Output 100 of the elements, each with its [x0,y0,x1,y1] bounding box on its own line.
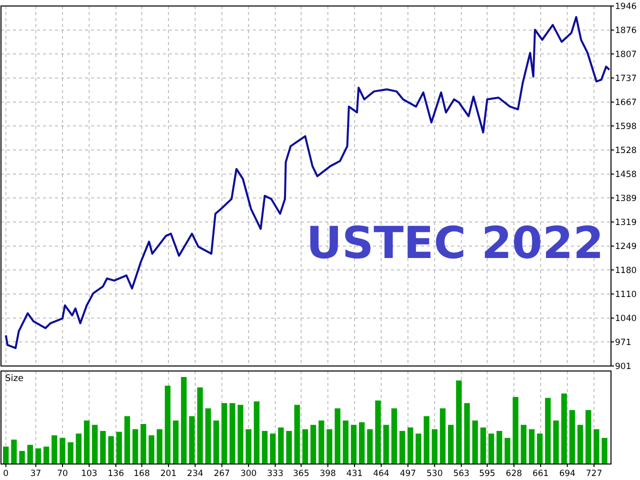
bar [569,410,575,464]
x-tick-label: 727 [586,469,602,479]
bar [238,404,244,464]
bar [456,380,462,464]
y-tick-label: 1598 [615,122,637,132]
bar [270,434,276,464]
bar [416,434,422,464]
bar [496,430,502,464]
bar [286,430,292,464]
x-tick-label: 694 [559,469,576,479]
bar [164,386,170,464]
bar [246,429,252,464]
bar [408,427,414,464]
bar [488,434,494,464]
bar [528,429,535,464]
bar [27,444,33,464]
x-tick-label: 168 [134,469,150,479]
bar [19,450,25,464]
bar [545,398,551,464]
bar [480,427,486,464]
bar [586,410,592,464]
bar [602,438,608,464]
y-tick-label: 1807 [615,50,637,60]
x-tick-label: 70 [57,469,68,479]
x-tick-label: 267 [214,469,230,479]
x-tick-label: 300 [240,469,257,479]
bar [172,420,179,464]
x-tick-label: 464 [373,469,390,479]
bar [577,424,584,464]
bar [205,408,211,464]
bar [76,434,82,464]
x-tick-label: 37 [30,469,42,479]
bar [3,446,9,464]
bar [254,401,260,464]
y-tick-label: 901 [615,362,632,372]
bar [464,403,470,464]
bar [84,420,90,464]
bar [213,420,220,464]
bar [432,429,438,464]
y-tick-label: 1946 [615,2,637,12]
bar [68,442,74,464]
bar [391,408,398,464]
bar [108,436,114,464]
x-tick-label: 136 [108,469,124,479]
x-tick-label: 103 [81,469,98,479]
bar [278,427,284,464]
x-tick-label: 595 [479,469,496,479]
x-tick-label: 431 [346,469,363,479]
bar [11,440,17,464]
x-tick-label: 201 [160,469,177,479]
bar [553,420,559,464]
bar [594,429,600,464]
bar [140,424,146,464]
y-tick-label: 1249 [615,242,637,252]
bar [60,438,66,464]
x-tick-label: 333 [267,469,284,479]
y-tick-label: 1458 [615,170,637,180]
y-tick-label: 1389 [615,194,637,204]
x-tick-label: 661 [532,469,549,479]
bar [52,435,58,464]
bar [440,408,446,464]
bar [310,424,316,464]
bar [520,424,526,464]
y-tick-label: 1737 [615,74,637,84]
bar [399,430,406,464]
y-tick-label: 1876 [615,26,637,36]
x-tick-label: 497 [400,469,416,479]
x-tick-label: 0 [3,469,9,479]
x-tick-label: 628 [506,469,522,479]
bar [424,416,430,464]
bar [262,430,268,464]
bar [448,424,454,464]
bar [536,434,543,464]
line-series [4,16,610,350]
x-tick-label: 530 [426,469,443,479]
bar [230,403,236,464]
x-tick-label: 563 [453,469,470,479]
bar [504,438,510,464]
bar [189,416,195,464]
x-tick-label: 365 [293,469,310,479]
bar [358,422,365,464]
bar [326,429,332,464]
chart-title: Size [5,374,24,384]
bar [100,430,106,464]
bar [132,429,138,464]
bar [472,420,478,464]
y-tick-label: 1110 [615,290,637,300]
bar [156,429,162,464]
bar [116,432,122,464]
bar [302,429,308,464]
bar [35,448,42,464]
bar [367,429,373,464]
bar [197,387,203,464]
y-tick-label: 1180 [615,266,637,276]
bar [375,400,381,464]
y-tick-label: 1319 [615,218,637,228]
bar [92,424,98,464]
bar [221,403,228,464]
bar [124,416,130,464]
bar [318,420,324,464]
